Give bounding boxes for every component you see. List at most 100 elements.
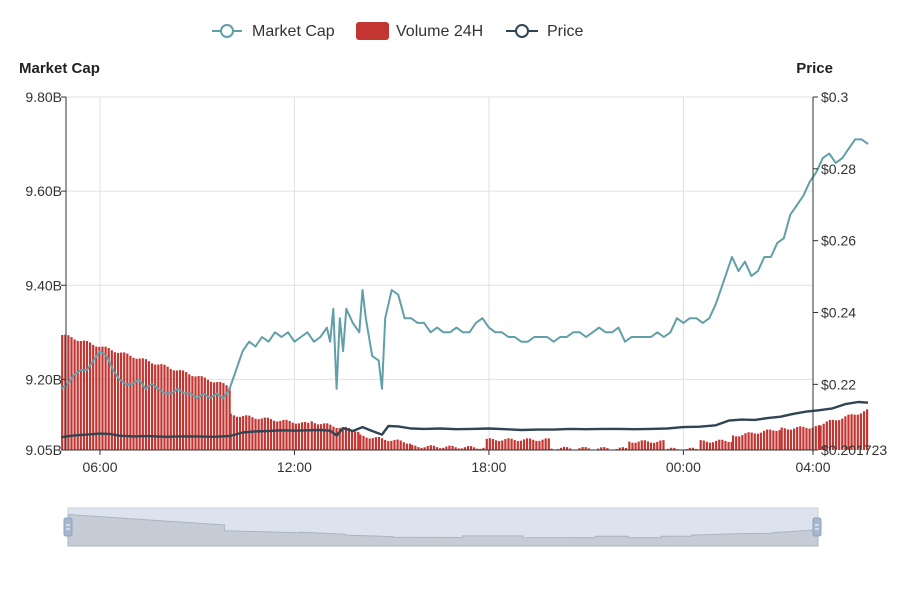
y-right-tick-label: $0.22 xyxy=(821,376,856,392)
volume-bar xyxy=(276,421,279,450)
volume-bar xyxy=(92,344,95,450)
volume-bar xyxy=(865,409,869,450)
y-left-tick-label: 9.80B xyxy=(25,89,62,105)
volume-bar xyxy=(853,414,856,450)
volume-bar xyxy=(377,437,381,450)
legend-market-cap-circle-icon xyxy=(220,24,234,38)
volume-bar xyxy=(282,419,285,450)
volume-bar xyxy=(715,440,718,450)
volume-bar xyxy=(796,427,799,450)
volume-bar xyxy=(547,438,550,450)
volume-bar xyxy=(297,423,301,450)
volume-bar xyxy=(772,430,775,450)
volume-bar xyxy=(702,440,705,450)
volume-bar xyxy=(510,438,513,450)
volume-bar xyxy=(656,441,659,450)
volume-bar xyxy=(185,372,188,450)
volume-bar xyxy=(368,438,371,450)
volume-bar xyxy=(175,370,179,450)
volume-bar xyxy=(724,440,727,450)
volume-bar xyxy=(285,419,288,450)
chart-legend: Market Cap Volume 24H Price xyxy=(212,22,584,40)
volume-bar xyxy=(473,447,476,450)
datazoom-handle-right[interactable] xyxy=(812,517,822,537)
volume-bar xyxy=(789,429,793,450)
volume-bar xyxy=(194,376,197,450)
volume-bar xyxy=(581,447,584,450)
y-right-tick-label: $0.3 xyxy=(821,89,848,105)
volume-bar xyxy=(307,422,310,450)
volume-bar xyxy=(172,370,175,450)
volume-bar xyxy=(498,441,501,450)
datazoom-handle-left[interactable] xyxy=(63,517,73,537)
legend-volume-label: Volume 24H xyxy=(396,23,483,40)
volume-bar xyxy=(129,355,132,450)
volume-bar xyxy=(850,414,853,450)
volume-bar xyxy=(775,430,778,450)
volume-bar xyxy=(792,428,796,450)
y-right-tick-label: $0.26 xyxy=(821,233,856,249)
volume-bar xyxy=(417,447,420,450)
volume-bar xyxy=(454,447,457,450)
volume-bar xyxy=(596,448,600,450)
volume-bar xyxy=(420,447,423,450)
volume-bar xyxy=(735,436,738,450)
datazoom-slider[interactable] xyxy=(63,507,822,547)
volume-bar xyxy=(488,438,491,450)
volume-bar xyxy=(463,447,467,450)
volume-bar xyxy=(618,447,621,450)
volume-bar xyxy=(476,448,479,450)
volume-bar xyxy=(141,358,144,450)
volume-bar xyxy=(494,440,498,450)
legend-item-volume[interactable]: Volume 24H xyxy=(356,22,483,40)
volume-bar xyxy=(435,447,439,450)
volume-bar xyxy=(485,438,488,450)
volume-bar xyxy=(562,446,566,450)
volume-bar xyxy=(113,352,117,450)
volume-bar xyxy=(708,442,712,450)
volume-bar xyxy=(786,429,789,450)
volume-bars xyxy=(61,334,869,450)
volume-bar xyxy=(79,340,82,450)
legend-item-price[interactable]: Price xyxy=(506,23,584,40)
volume-bar xyxy=(387,441,390,450)
volume-bar xyxy=(460,448,463,450)
volume-bar xyxy=(402,442,405,450)
volume-bar xyxy=(482,447,485,450)
volume-bar xyxy=(359,434,362,450)
volume-bar xyxy=(399,440,402,450)
volume-bar xyxy=(232,415,235,450)
volume-bar xyxy=(405,443,408,450)
legend-item-market-cap[interactable]: Market Cap xyxy=(212,23,335,40)
volume-bar xyxy=(160,364,163,450)
volume-bar xyxy=(673,447,676,450)
volume-bar xyxy=(766,429,769,450)
volume-bar xyxy=(565,447,569,450)
x-tick-label: 06:00 xyxy=(82,459,117,475)
volume-bar xyxy=(338,428,341,450)
volume-bar xyxy=(390,440,393,450)
y-right-ticks: $0.201723 $0.22 $0.24 $0.26 $0.28 $0.3 xyxy=(813,89,887,458)
volume-bar xyxy=(544,438,547,450)
volume-bar xyxy=(541,439,544,450)
volume-bar xyxy=(429,445,432,450)
volume-bar xyxy=(569,448,572,450)
legend-volume-rect-icon xyxy=(356,22,389,40)
volume-bar xyxy=(727,441,730,450)
volume-bar xyxy=(73,339,76,450)
volume-bar xyxy=(332,426,335,450)
volume-bar xyxy=(70,337,73,450)
volume-bar xyxy=(628,441,631,450)
volume-bar xyxy=(659,440,662,450)
volume-bar xyxy=(825,421,828,450)
volume-bar xyxy=(744,433,747,450)
handle-left-grip-icon xyxy=(63,517,73,537)
volume-bar xyxy=(631,442,634,450)
volume-bar xyxy=(132,357,135,450)
volume-bar xyxy=(847,414,850,450)
volume-bar xyxy=(365,437,368,450)
volume-bar xyxy=(525,438,529,450)
y-left-ticks: 9.05B 9.20B 9.40B 9.60B 9.80B xyxy=(25,89,66,458)
volume-bar xyxy=(344,426,347,450)
